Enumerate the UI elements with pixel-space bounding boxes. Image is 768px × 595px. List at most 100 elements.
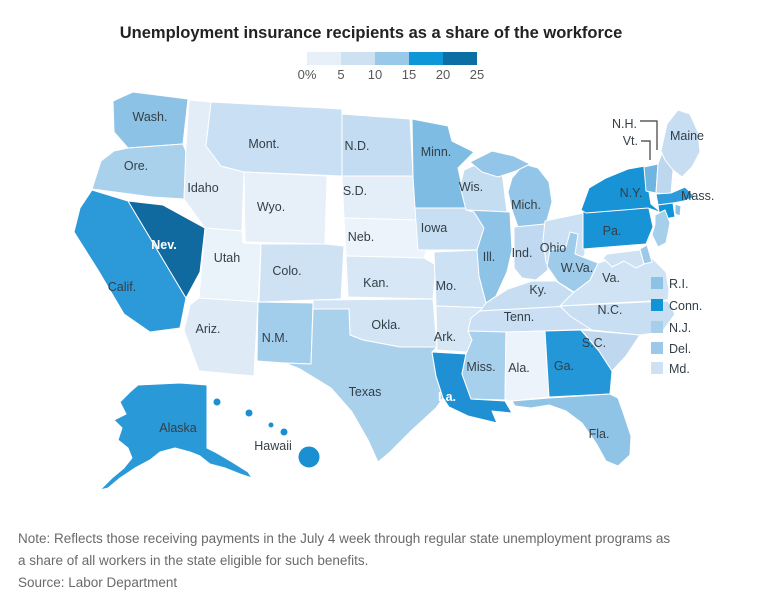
state-label-neb: Neb. — [348, 230, 374, 244]
state-label-iowa: Iowa — [421, 221, 447, 235]
legend-tick-1: 5 — [337, 67, 344, 82]
side-legend-label-ri: R.I. — [669, 277, 688, 291]
state-label-pa: Pa. — [603, 224, 622, 238]
state-md — [602, 249, 645, 269]
state-fla — [511, 393, 632, 467]
state-label-wva: W.Va. — [561, 261, 593, 275]
state-label-colo: Colo. — [272, 264, 301, 278]
color-scale-legend: 0% 5 10 15 20 25 — [298, 52, 484, 82]
legend-swatch-2 — [375, 52, 409, 65]
state-label-sd: S.D. — [343, 184, 367, 198]
state-labels-layer: Wash. Ore. Calif. Nev. Idaho Mont. Wyo. Utah Col… — [108, 110, 715, 453]
legend-tick-3: 15 — [402, 67, 416, 82]
state-label-nh: N.H. — [612, 117, 637, 131]
state-label-wyo: Wyo. — [257, 200, 285, 214]
side-legend-swatch-nj — [651, 321, 663, 333]
state-label-texas: Texas — [349, 385, 382, 399]
state-ariz — [183, 297, 259, 377]
side-legend-label-conn: Conn. — [669, 299, 702, 313]
state-label-mass: Mass. — [681, 189, 714, 203]
side-legend-label-md: Md. — [669, 362, 690, 376]
state-wva — [546, 231, 599, 293]
state-label-okla: Okla. — [371, 318, 400, 332]
note-line-2: a share of all workers in the state elig… — [18, 553, 368, 568]
state-label-ind: Ind. — [512, 246, 533, 260]
state-label-ga: Ga. — [554, 359, 574, 373]
state-label-wash: Wash. — [133, 110, 168, 124]
state-label-kan: Kan. — [363, 276, 389, 290]
state-colo — [258, 243, 345, 303]
state-label-miss: Miss. — [466, 360, 495, 374]
state-nj — [651, 209, 671, 248]
state-label-hawaii: Hawaii — [254, 439, 292, 453]
state-label-sc: S.C. — [582, 336, 606, 350]
state-label-minn: Minn. — [421, 145, 452, 159]
states-layer — [73, 91, 701, 491]
legend-tick-4: 20 — [436, 67, 450, 82]
state-label-alaska: Alaska — [159, 421, 197, 435]
state-callout-lines — [640, 120, 658, 160]
state-label-fla: Fla. — [589, 427, 610, 441]
state-label-nev: Nev. — [151, 238, 176, 252]
state-hawaii-island — [279, 427, 289, 437]
state-label-wis: Wis. — [459, 180, 483, 194]
state-label-mich: Mich. — [511, 198, 541, 212]
state-label-mont: Mont. — [248, 137, 279, 151]
state-hawaii-island — [212, 397, 222, 407]
state-maine — [660, 109, 701, 178]
side-legend-label-nj: N.J. — [669, 321, 691, 335]
side-legend-label-del: Del. — [669, 342, 691, 356]
legend-swatch-1 — [341, 52, 375, 65]
state-label-va: Va. — [602, 271, 620, 285]
state-hawaii-island — [267, 421, 275, 429]
state-label-ohio: Ohio — [540, 241, 566, 255]
state-nev — [127, 200, 206, 299]
state-nc — [559, 300, 676, 336]
state-label-tenn: Tenn. — [504, 310, 535, 324]
state-sd — [341, 175, 418, 221]
side-legend-swatch-del — [651, 342, 663, 354]
state-label-nm: N.M. — [262, 331, 288, 345]
state-label-mo: Mo. — [436, 279, 457, 293]
state-label-calif: Calif. — [108, 280, 136, 294]
side-legend-swatch-md — [651, 362, 663, 374]
state-label-ill: Ill. — [483, 250, 496, 264]
legend-tick-0: 0% — [298, 67, 317, 82]
note-line-1: Note: Reflects those receiving payments … — [18, 531, 670, 546]
state-label-la: La. — [438, 390, 456, 404]
small-states-legend: R.I. Conn. N.J. Del. Md. — [651, 277, 702, 376]
state-label-ny: N.Y. — [620, 186, 643, 200]
state-mich — [507, 163, 553, 228]
state-label-maine: Maine — [670, 129, 704, 143]
state-texas — [284, 308, 444, 463]
state-ore — [91, 143, 187, 200]
state-hawaii-island — [297, 445, 321, 469]
legend-swatch-4 — [443, 52, 477, 65]
state-kan — [345, 255, 437, 300]
state-hawaii-island — [244, 408, 254, 418]
source-line: Source: Labor Department — [18, 575, 177, 590]
callout-line-nh — [640, 120, 658, 150]
state-label-ariz: Ariz. — [196, 322, 221, 336]
legend-tick-2: 10 — [368, 67, 382, 82]
state-label-utah: Utah — [214, 251, 240, 265]
legend-swatch-0 — [307, 52, 341, 65]
state-ri — [674, 203, 682, 217]
callout-line-vt — [641, 140, 651, 160]
state-mich — [469, 150, 531, 178]
legend-swatch-3 — [409, 52, 443, 65]
state-label-ala: Ala. — [508, 361, 530, 375]
state-label-vt: Vt. — [623, 134, 638, 148]
chart-title: Unemployment insurance recipients as a s… — [120, 24, 623, 42]
state-label-ark: Ark. — [434, 330, 456, 344]
state-minn — [411, 118, 475, 209]
legend-tick-5: 25 — [470, 67, 484, 82]
state-label-ky: Ky. — [529, 283, 546, 297]
state-label-idaho: Idaho — [187, 181, 218, 195]
state-alaska — [99, 382, 253, 491]
side-legend-swatch-conn — [651, 299, 663, 311]
state-label-nd: N.D. — [345, 139, 370, 153]
state-label-nc: N.C. — [598, 303, 623, 317]
